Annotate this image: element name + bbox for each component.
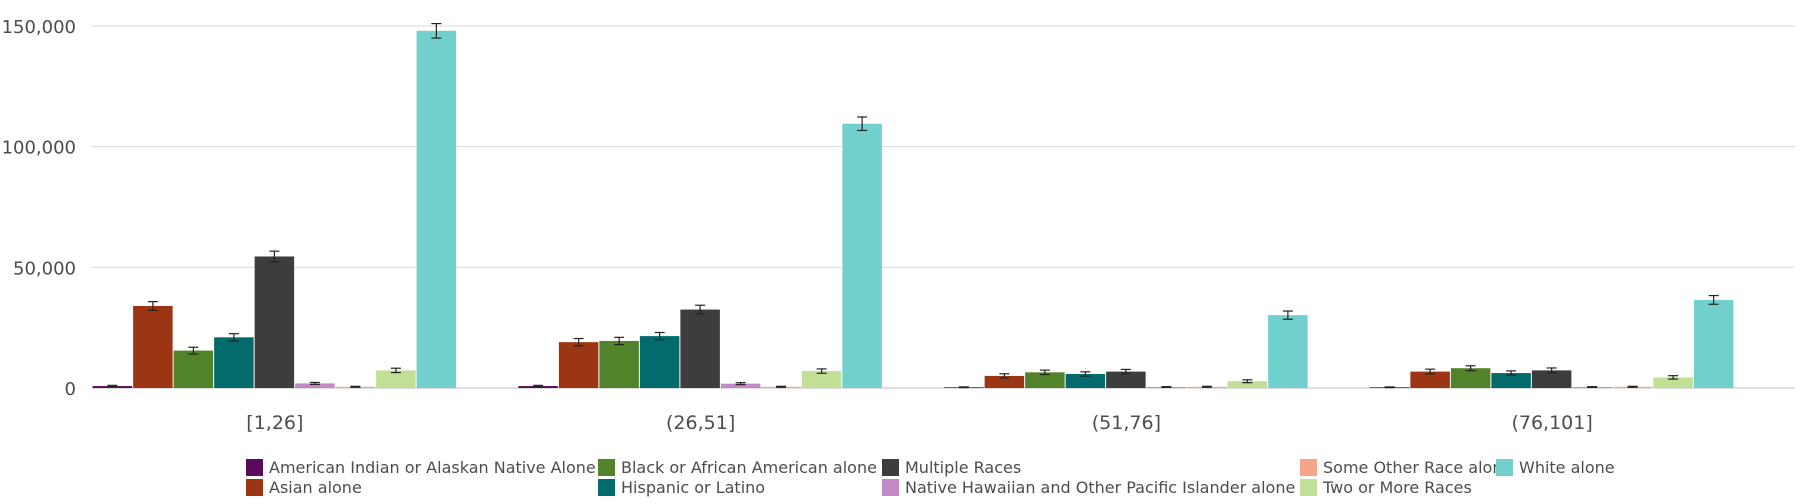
bar	[376, 370, 416, 388]
bar	[680, 309, 720, 388]
bar	[416, 30, 457, 389]
legend-label: American Indian or Alaskan Native Alone	[269, 457, 596, 477]
x-category-label: (26,51]	[666, 412, 735, 434]
legend-swatch	[598, 458, 615, 476]
bar	[1531, 370, 1572, 388]
bar-chart: 0 50,000 100,000 150,000 [1,26] (26,51] (51,76…	[2, 17, 1795, 434]
legend-swatch	[1300, 478, 1317, 496]
legend: American Indian or Alaskan Native Alone B…	[246, 457, 1686, 497]
legend-item: Hispanic or Latino	[598, 477, 882, 497]
bar	[295, 383, 335, 388]
legend-item: Some Other Race alone	[1300, 458, 1512, 477]
legend-swatch	[1496, 458, 1513, 476]
bar	[639, 336, 680, 388]
legend-item: White alone	[1496, 457, 1626, 477]
legend-item: Asian alone	[246, 477, 598, 497]
bar	[842, 123, 882, 389]
bar	[720, 383, 761, 388]
legend-swatch	[1300, 458, 1317, 476]
bar	[599, 340, 639, 388]
legend-swatch	[598, 478, 615, 496]
legend-label: White alone	[1519, 457, 1615, 477]
legend-item: Two or More Races	[1300, 477, 1496, 497]
bar	[1227, 381, 1268, 388]
legend-row: Asian alone Hispanic or Latino Native Hawa…	[246, 477, 1686, 497]
bar	[1491, 373, 1531, 388]
legend-item: Native Hawaiian and Other Pacific Island…	[882, 477, 1300, 497]
legend-item: Multiple Races	[882, 457, 1300, 477]
legend-label: Black or African American alone	[621, 457, 877, 477]
legend-label: Asian alone	[269, 477, 362, 497]
legend-label: Two or More Races	[1323, 477, 1472, 497]
legend-label: Hispanic or Latino	[621, 477, 766, 497]
x-category-label: (51,76]	[1092, 412, 1161, 434]
bar	[1025, 372, 1065, 388]
legend-item: Black or African American alone	[598, 457, 882, 477]
legend-swatch	[882, 478, 899, 496]
bar	[1693, 299, 1734, 388]
bar	[984, 375, 1025, 388]
bar	[254, 256, 295, 388]
legend-row: American Indian or Alaskan Native Alone B…	[246, 457, 1686, 477]
legend-swatch	[246, 458, 263, 476]
legend-label: Multiple Races	[905, 457, 1022, 477]
y-tick-label: 0	[65, 379, 76, 400]
legend-label: Some Other Race alone	[1323, 457, 1513, 477]
y-tick-label: 50,000	[13, 258, 76, 279]
bar	[214, 337, 254, 388]
bar	[1653, 377, 1693, 388]
legend-label: Native Hawaiian and Other Pacific Island…	[905, 477, 1296, 497]
y-tick-label: 150,000	[2, 17, 76, 38]
x-category-label: (76,101]	[1511, 412, 1592, 434]
bar	[1065, 374, 1106, 388]
legend-item: American Indian or Alaskan Native Alone	[246, 457, 598, 477]
bar	[558, 342, 599, 388]
bar	[173, 350, 214, 388]
bar	[1106, 371, 1146, 388]
legend-swatch	[882, 458, 899, 476]
bar	[1410, 371, 1450, 388]
bar	[801, 371, 842, 388]
y-tick-label: 100,000	[2, 138, 76, 159]
x-category-label: [1,26]	[246, 412, 303, 434]
bar	[133, 305, 173, 388]
legend-swatch	[246, 478, 263, 496]
bar	[1450, 368, 1491, 388]
bar	[1268, 315, 1308, 388]
